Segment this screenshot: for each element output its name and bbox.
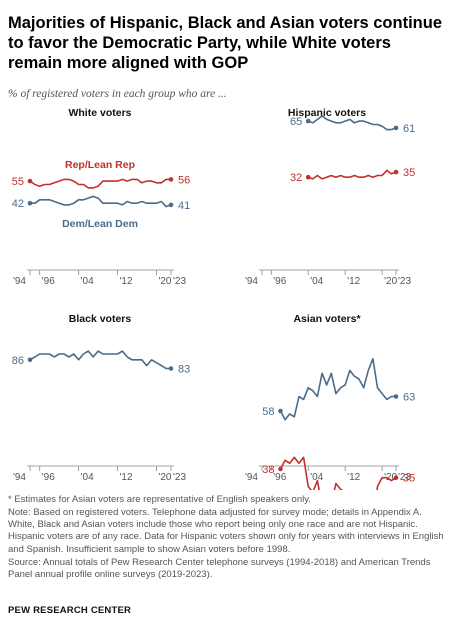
series-end-point-rep-white bbox=[168, 177, 174, 182]
series-end-point-dem-asian bbox=[393, 394, 399, 399]
series-label-rep: Rep/Lean Rep bbox=[65, 159, 135, 171]
series-end-point-rep-asian bbox=[393, 475, 399, 481]
series-start-label-rep-white: 55 bbox=[12, 176, 24, 188]
series-start-point-rep-asian bbox=[278, 466, 283, 472]
asterisk-note: * Estimates for Asian voters are represe… bbox=[8, 494, 311, 505]
series-end-point-rep-hispanic bbox=[393, 169, 399, 175]
series-start-label-rep-hispanic: 32 bbox=[290, 172, 302, 184]
x-tick-label-black: '12 bbox=[120, 472, 133, 483]
x-tick-label-asian: '94 bbox=[245, 472, 258, 483]
panel-title-black: Black voters bbox=[69, 313, 132, 325]
series-line-dem-white bbox=[30, 195, 172, 208]
series-line-dem-black bbox=[29, 350, 171, 370]
x-tick-label-black: '96 bbox=[42, 472, 55, 483]
panel-title-white: White voters bbox=[68, 107, 131, 119]
series-end-point-dem-hispanic bbox=[393, 125, 399, 131]
source-note: Source: Annual totals of Pew Research Ce… bbox=[8, 556, 431, 580]
x-tick-label-white: '96 bbox=[42, 276, 55, 287]
x-tick-label-black: '94 bbox=[13, 472, 26, 483]
x-tick-label-white: '04 bbox=[81, 276, 94, 287]
x-tick-label-white: '23 bbox=[173, 276, 186, 287]
series-start-label-dem-hispanic: 65 bbox=[290, 116, 302, 128]
series-line-rep-hispanic bbox=[307, 169, 397, 180]
series-end-label-dem-asian: 63 bbox=[403, 392, 415, 404]
panel-title-asian: Asian voters* bbox=[293, 313, 361, 325]
series-start-point-dem-black bbox=[27, 357, 33, 363]
footnotes: * Estimates for Asian voters are represe… bbox=[8, 494, 444, 582]
series-end-label-rep-hispanic: 35 bbox=[403, 167, 415, 179]
x-tick-label-asian: '20 bbox=[384, 472, 397, 483]
x-tick-label-white: '20 bbox=[158, 276, 171, 287]
series-line-dem-asian bbox=[279, 357, 396, 421]
series-start-point-dem-asian bbox=[278, 408, 283, 414]
series-start-label-dem-asian: 58 bbox=[262, 406, 274, 418]
series-start-point-rep-hispanic bbox=[305, 174, 311, 180]
x-tick-label-white: '12 bbox=[120, 276, 133, 287]
series-start-point-rep-white bbox=[27, 178, 33, 184]
x-tick-label-hispanic: '04 bbox=[310, 276, 323, 287]
panel-title-hispanic: Hispanic voters bbox=[288, 107, 366, 119]
series-end-label-rep-asian: 35 bbox=[403, 473, 415, 485]
series-start-label-dem-black: 86 bbox=[12, 355, 24, 367]
chart-subtitle: % of registered voters in each group who… bbox=[8, 88, 227, 100]
series-start-label-dem-white: 42 bbox=[12, 198, 24, 210]
x-tick-label-white: '94 bbox=[13, 276, 26, 287]
series-start-point-dem-white bbox=[27, 200, 33, 206]
series-line-rep-white bbox=[29, 178, 171, 189]
series-end-label-dem-black: 83 bbox=[178, 364, 190, 376]
x-tick-label-hispanic: '96 bbox=[273, 276, 286, 287]
x-tick-label-asian: '23 bbox=[398, 472, 411, 483]
series-label-dem: Dem/Lean Dem bbox=[62, 218, 138, 230]
series-end-point-dem-white bbox=[168, 202, 174, 208]
x-tick-label-hispanic: '23 bbox=[398, 276, 411, 287]
chart-title: Majorities of Hispanic, Black and Asian … bbox=[8, 14, 442, 72]
series-line-dem-hispanic bbox=[307, 115, 397, 131]
series-start-point-dem-hispanic bbox=[305, 118, 311, 124]
x-tick-label-asian: '96 bbox=[273, 472, 286, 483]
x-tick-label-asian: '04 bbox=[310, 472, 323, 483]
x-tick-label-hispanic: '20 bbox=[384, 276, 397, 287]
x-tick-label-asian: '12 bbox=[347, 472, 360, 483]
x-tick-label-hispanic: '94 bbox=[245, 276, 258, 287]
brand-label: PEW RESEARCH CENTER bbox=[8, 605, 132, 616]
x-tick-label-black: '20 bbox=[158, 472, 171, 483]
x-tick-label-black: '23 bbox=[173, 472, 186, 483]
series-end-point-dem-black bbox=[168, 366, 174, 371]
series-start-label-rep-asian: 38 bbox=[262, 464, 274, 476]
series-end-label-dem-hispanic: 61 bbox=[403, 123, 415, 135]
x-tick-label-black: '04 bbox=[81, 472, 94, 483]
methodology-note: Note: Based on registered voters. Teleph… bbox=[8, 506, 444, 555]
x-tick-label-hispanic: '12 bbox=[347, 276, 360, 287]
series-line-rep-asian bbox=[279, 456, 397, 490]
series-end-label-rep-white: 56 bbox=[178, 174, 190, 186]
series-end-label-dem-white: 41 bbox=[178, 200, 190, 212]
